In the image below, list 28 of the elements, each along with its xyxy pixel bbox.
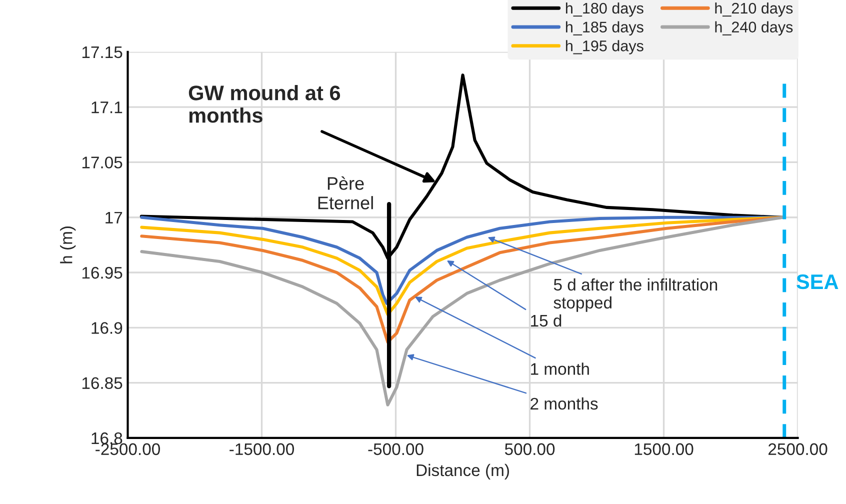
- ref-line-label: SEA: [796, 274, 838, 290]
- annotation: 5 d after the infiltration stopped: [554, 278, 718, 312]
- y-tick-label: 17.15: [82, 46, 122, 58]
- y-tick-label: 16.9: [92, 322, 122, 334]
- x-tick-label: -500.00: [368, 443, 424, 456]
- annotation: GW mound at 6 months: [188, 85, 340, 123]
- x-tick-label: 1500.00: [634, 443, 694, 456]
- legend-label: h_180 days: [566, 2, 644, 17]
- x-tick-label: 2500.00: [768, 443, 828, 456]
- legend-label: h_185 days: [566, 21, 644, 36]
- x-tick-label: -1500.00: [230, 443, 294, 456]
- y-tick-label: 16.85: [82, 377, 122, 390]
- legend-label: h_240 days: [715, 21, 793, 36]
- y-tick-label: 16.95: [82, 266, 122, 279]
- annotation: 1 month: [531, 362, 589, 375]
- legend-label: h_210 days: [715, 2, 793, 17]
- x-axis-title: Distance (m): [416, 464, 509, 480]
- legend-label: h_195 days: [566, 40, 644, 54]
- y-tick-label: 16.8: [92, 432, 122, 444]
- annotation: 2 months: [530, 397, 598, 410]
- x-tick-label: 500.00: [504, 443, 555, 456]
- y-tick-label: 17.1: [92, 102, 122, 114]
- x-tick-label: -2500.00: [96, 443, 160, 456]
- annotation: 15 d: [531, 314, 562, 327]
- annotation: Père Eternel: [318, 176, 373, 210]
- y-tick-label: 17: [106, 212, 122, 224]
- y-axis-title: h (m): [60, 226, 76, 264]
- y-tick-label: 17.05: [82, 156, 122, 168]
